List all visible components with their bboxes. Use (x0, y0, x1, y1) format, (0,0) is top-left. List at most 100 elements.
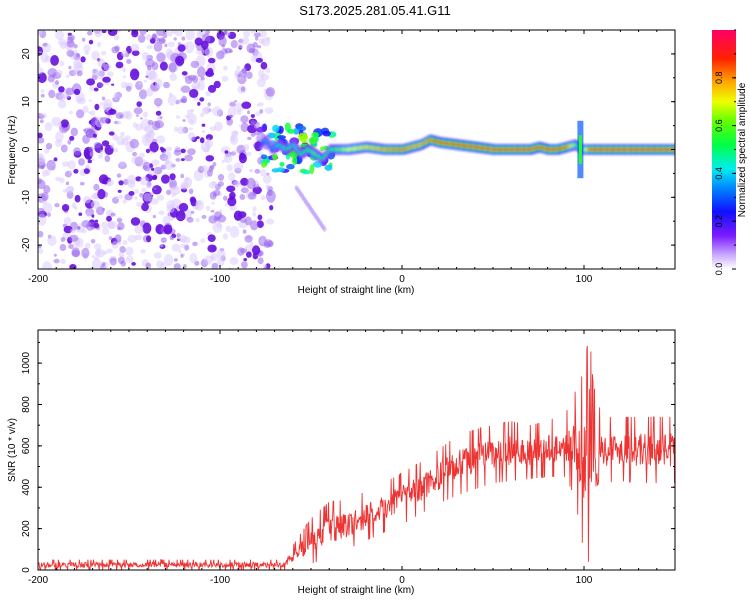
noise-blob (207, 244, 217, 253)
track-spike (578, 135, 582, 164)
noise-blob (148, 70, 158, 81)
noise-blob (141, 52, 149, 61)
noise-blob (258, 102, 264, 107)
noise-blob (181, 71, 188, 76)
noise-blob (167, 94, 177, 106)
noise-blob (245, 244, 254, 251)
noise-blob (211, 201, 215, 205)
noise-blob (161, 174, 170, 184)
noise-blob (200, 76, 205, 81)
noise-blob (136, 201, 143, 207)
noise-blob (55, 80, 59, 85)
noise-blob (252, 245, 261, 256)
noise-blob (118, 256, 125, 264)
noise-blob (47, 235, 57, 247)
noise-blob (199, 97, 205, 102)
onset-blob (256, 126, 266, 133)
noise-blob (176, 115, 181, 119)
noise-blob (142, 111, 149, 118)
noise-blob (140, 249, 146, 254)
noise-blob (260, 195, 266, 201)
snr-ytick-label: 200 (21, 520, 32, 537)
noise-blob (59, 243, 67, 252)
noise-blob (48, 89, 56, 99)
noise-blob (240, 115, 249, 124)
noise-blob (252, 206, 257, 212)
noise-blob (59, 41, 67, 49)
noise-blob (160, 237, 167, 244)
noise-blob (185, 30, 195, 41)
noise-blob (207, 84, 217, 93)
onset-blob (301, 169, 311, 175)
noise-blob (169, 92, 173, 97)
noise-blob (243, 144, 250, 152)
noise-blob (103, 99, 113, 111)
noise-blob (181, 158, 185, 162)
noise-blob (153, 42, 163, 52)
noise-blob (60, 237, 66, 242)
noise-blob (207, 138, 211, 143)
noise-blob (238, 211, 247, 219)
noise-blob (210, 209, 215, 213)
noise-blob (265, 218, 275, 225)
noise-blob (58, 99, 67, 109)
noise-blob (76, 109, 85, 119)
noise-blob (141, 133, 152, 146)
noise-blob (42, 261, 52, 269)
noise-blob (229, 257, 239, 265)
noise-blob (71, 249, 81, 258)
colorbar-tick-label: 0.6 (714, 119, 724, 132)
noise-blob (175, 158, 181, 162)
noise-blob (240, 86, 246, 92)
noise-blob (78, 223, 83, 227)
onset-blob (320, 146, 325, 152)
noise-blob (174, 145, 181, 151)
noise-blob (231, 130, 239, 137)
noise-blob (263, 266, 269, 269)
noise-blob (213, 80, 221, 89)
noise-blob (266, 240, 274, 248)
noise-blob (138, 80, 143, 86)
noise-blob (86, 164, 90, 169)
noise-blob (165, 146, 173, 152)
noise-blob (244, 216, 252, 226)
noise-blob (155, 110, 162, 116)
noise-blob (181, 236, 191, 244)
noise-blob (155, 30, 166, 37)
noise-blob (106, 71, 114, 77)
spectrogram-xtick-label: 100 (576, 274, 593, 285)
noise-blob (164, 43, 168, 48)
snr-line (38, 345, 675, 570)
noise-blob (205, 91, 211, 97)
noise-blob (166, 204, 175, 213)
noise-blob (216, 50, 225, 60)
signal-track (260, 120, 675, 179)
noise-blob (223, 30, 231, 37)
noise-blob (223, 153, 233, 164)
noise-blob (184, 154, 194, 162)
noise-blob (158, 210, 165, 216)
noise-blob (82, 106, 89, 113)
noise-blob (204, 106, 210, 114)
noise-blob (114, 234, 122, 243)
noise-blob (201, 165, 209, 173)
noise-blob (164, 160, 174, 171)
noise-blob (122, 199, 127, 204)
noise-blob (152, 185, 162, 195)
noise-blob (213, 193, 217, 197)
noise-blob (93, 183, 100, 191)
noise-blob (269, 205, 274, 211)
noise-blob (103, 63, 111, 72)
noise-blob (61, 204, 70, 212)
noise-blob (197, 101, 201, 106)
noise-blob (125, 85, 132, 92)
noise-blob (38, 207, 45, 216)
onset-blob (308, 136, 317, 145)
noise-blob (180, 253, 184, 258)
noise-blob (169, 73, 177, 82)
noise-blob (118, 161, 127, 167)
noise-blob (135, 114, 139, 117)
noise-blob (65, 181, 70, 186)
noise-blob (113, 92, 120, 100)
noise-blob (256, 45, 262, 49)
